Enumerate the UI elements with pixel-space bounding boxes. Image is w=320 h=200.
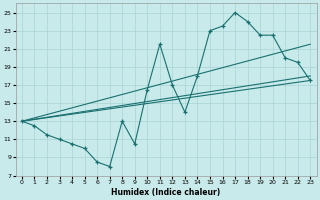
X-axis label: Humidex (Indice chaleur): Humidex (Indice chaleur) [111,188,221,197]
